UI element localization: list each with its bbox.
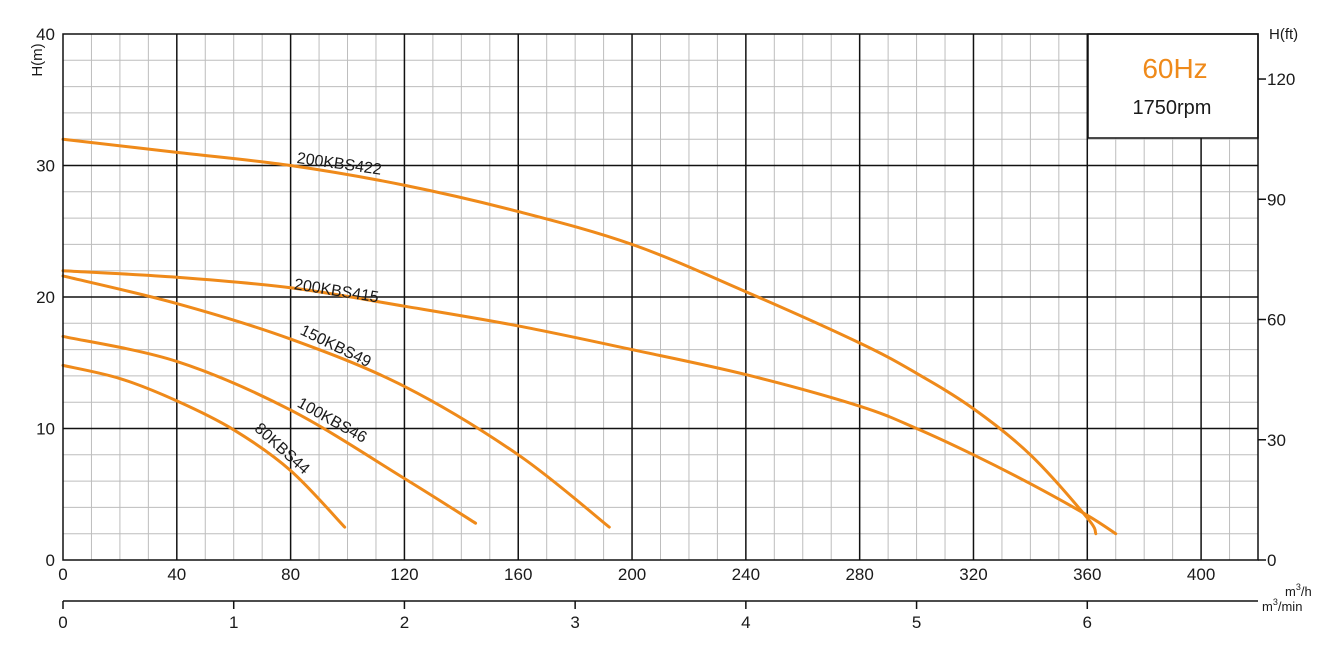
y-tick-label-left: 40 [36,25,55,44]
speed-label: 1750rpm [1133,97,1212,119]
y-axis-title-right: H(ft) [1269,26,1298,43]
curve-200kbs415 [61,269,1118,536]
x-tick-label: 120 [390,565,418,584]
secondary-x-tick-label: 0 [58,613,67,632]
plot-frame [62,33,1259,561]
curve-80kbs44 [61,363,347,529]
x-tick-label: 320 [959,565,987,584]
curve-150kbs49 [61,274,611,529]
y-tick-label-left: 30 [36,157,55,176]
y-tick-label-right: 0 [1267,551,1276,570]
x-primary-unit-sup: 3 [1296,582,1301,592]
x-secondary-unit-base: m [1262,599,1273,614]
secondary-x-tick-label: 1 [229,613,238,632]
x-tick-label: 200 [618,565,646,584]
curve-label-200kbs415: 200KBS415 [293,276,380,306]
y-tick-label-right: 60 [1267,311,1286,330]
performance-curves [61,137,1118,536]
x-tick-label: 160 [504,565,532,584]
secondary-x-tick-label: 5 [912,613,921,632]
x-primary-unit-tail: /h [1301,584,1312,599]
y-tick-label-right: 90 [1267,190,1286,209]
y-tick-label-left: 0 [46,551,55,570]
curve-100kbs46 [61,334,478,525]
secondary-x-tick-label: 2 [400,613,409,632]
y-axis-title-left: H(m) [29,43,46,76]
y-tick-label-right: 30 [1267,431,1286,450]
x-tick-label: 360 [1073,565,1101,584]
x-tick-label: 40 [167,565,186,584]
x-secondary-unit-tail: /min [1278,599,1303,614]
curve-200kbs422 [61,137,1098,536]
y-tick-label-right: 120 [1267,70,1295,89]
major-grid [63,34,1258,560]
y-tick-label-left: 10 [36,420,55,439]
secondary-x-tick-label: 4 [741,613,750,632]
x-tick-label: 240 [732,565,760,584]
x-secondary-unit-sup: 3 [1273,597,1278,607]
x-tick-label: 280 [845,565,873,584]
frequency-box-frame [1087,33,1259,139]
x-tick-label: 400 [1187,565,1215,584]
x-tick-label: 80 [281,565,300,584]
secondary-x-tick-label: 3 [570,613,579,632]
x-axis-title-secondary: m3/min [1262,597,1302,614]
x-tick-label: 0 [58,565,67,584]
secondary-x-tick-label: 6 [1083,613,1092,632]
frequency-label: 60Hz [1142,53,1207,84]
y-tick-label-left: 20 [36,288,55,307]
x-axis-title-primary: m3/h [1285,582,1312,599]
frequency-box: 60Hz 1750rpm [1087,33,1259,139]
x-primary-unit-base: m [1285,584,1296,599]
